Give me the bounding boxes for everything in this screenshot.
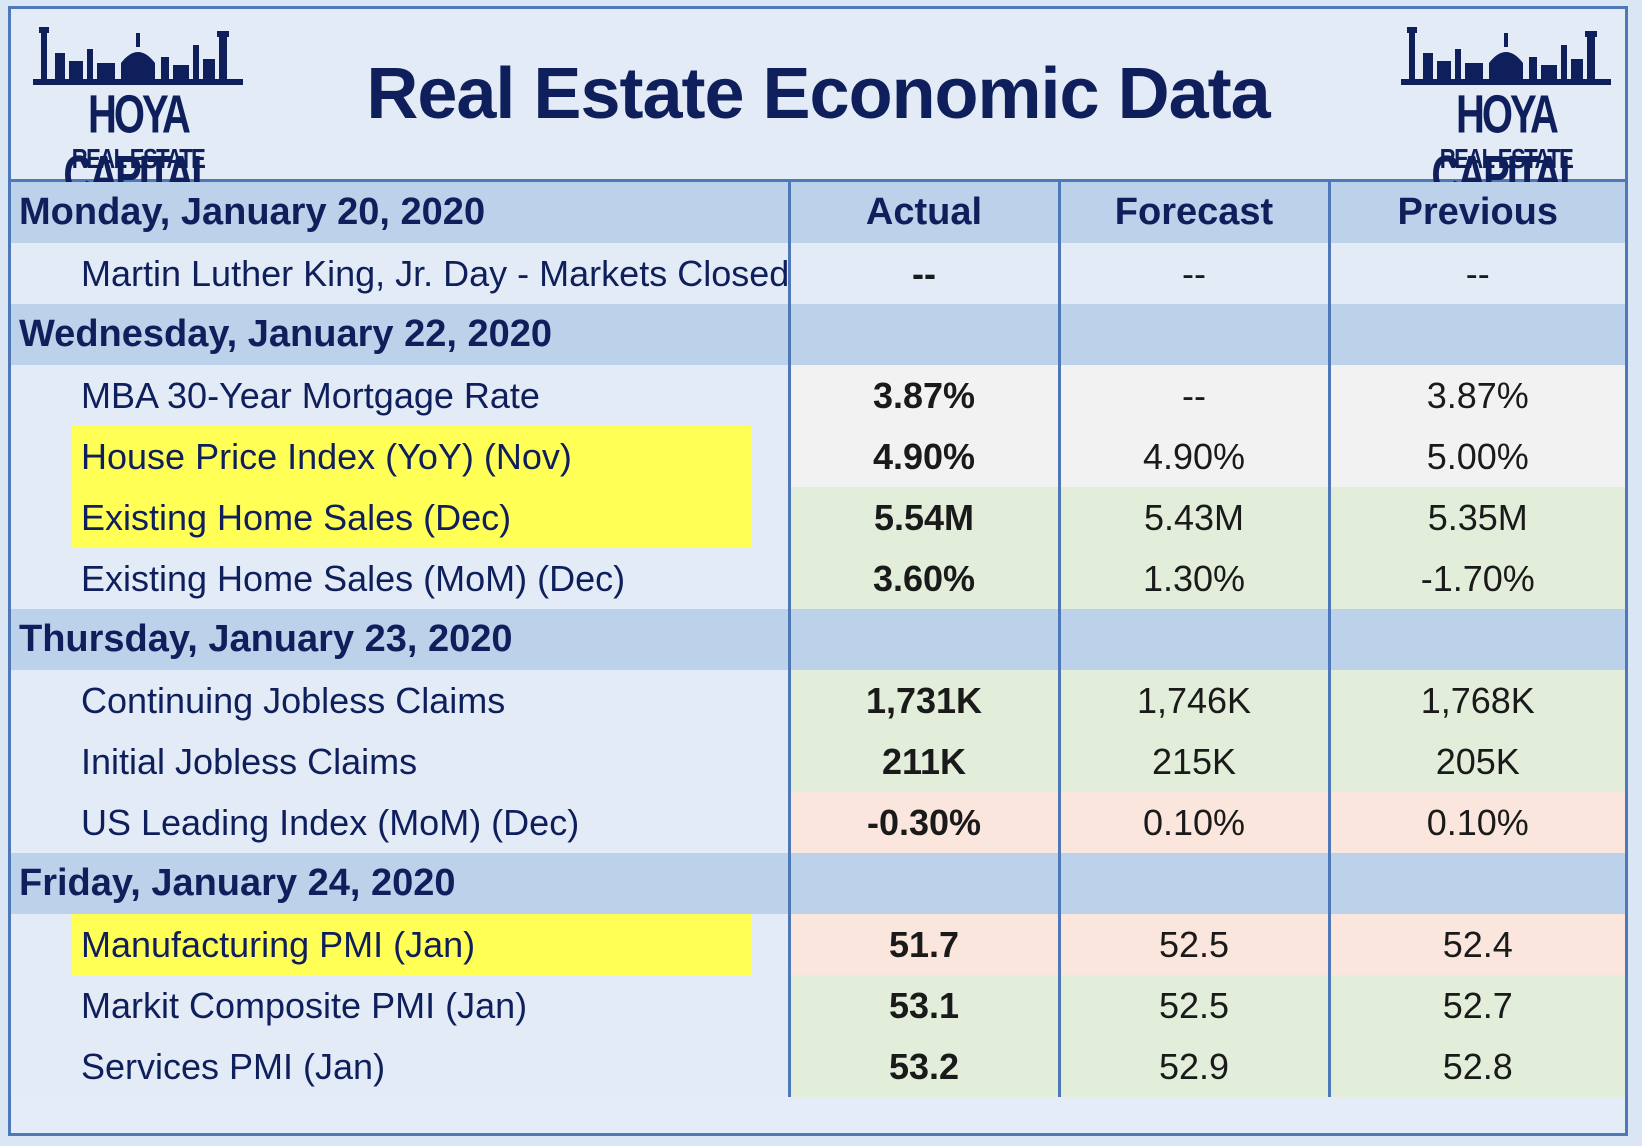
previous-value: 205K: [1327, 731, 1625, 792]
actual-value: 5.54M: [787, 487, 1059, 548]
day-header-row: Thursday, January 23, 2020: [11, 609, 1625, 670]
indicator-cell: MBA 30-Year Mortgage Rate: [11, 365, 789, 426]
table-row: Manufacturing PMI (Jan) 51.7 52.5 52.4: [11, 914, 1625, 975]
day-date: Monday, January 20, 2020: [11, 182, 789, 243]
table-row: Existing Home Sales (MoM) (Dec) 3.60% 1.30…: [11, 548, 1625, 609]
report-frame: HOYA CAPITAL REAL ESTATE Real Estate Eco…: [8, 6, 1628, 1136]
indicator-name: Services PMI (Jan): [81, 1046, 386, 1087]
indicator-name: Manufacturing PMI (Jan): [71, 914, 751, 975]
table-row: Existing Home Sales (Dec) 5.54M 5.43M 5.35M: [11, 487, 1625, 548]
indicator-name: Initial Jobless Claims: [81, 741, 418, 782]
logo-sub-text: REAL ESTATE: [71, 143, 206, 175]
column-header-previous: [1327, 853, 1625, 914]
table-body: Monday, January 20, 2020 Actual Forecast Pr…: [11, 182, 1625, 1097]
city-skyline-icon: [33, 27, 243, 85]
indicator-cell: House Price Index (YoY) (Nov): [11, 426, 789, 487]
table-row: Continuing Jobless Claims 1,731K 1,746K 1,7…: [11, 670, 1625, 731]
indicator-cell: Markit Composite PMI (Jan): [11, 975, 789, 1036]
previous-value: --: [1327, 243, 1625, 304]
indicator-name: Existing Home Sales (Dec): [71, 487, 751, 548]
actual-value: 3.87%: [787, 365, 1059, 426]
previous-value: -1.70%: [1327, 548, 1625, 609]
indicator-name: Existing Home Sales (MoM) (Dec): [81, 558, 626, 599]
column-header-actual: [787, 853, 1059, 914]
day-date: Thursday, January 23, 2020: [11, 609, 789, 670]
indicator-cell: Initial Jobless Claims: [11, 731, 789, 792]
column-header-previous: Previous: [1327, 182, 1625, 243]
indicator-name: Markit Composite PMI (Jan): [81, 985, 528, 1026]
table-row: MBA 30-Year Mortgage Rate 3.87% -- 3.87%: [11, 365, 1625, 426]
actual-value: 51.7: [787, 914, 1059, 975]
table-row: House Price Index (YoY) (Nov) 4.90% 4.90% 5…: [11, 426, 1625, 487]
column-header-forecast: [1057, 304, 1329, 365]
forecast-value: --: [1057, 243, 1329, 304]
table-row: US Leading Index (MoM) (Dec) -0.30% 0.10% 0…: [11, 792, 1625, 853]
forecast-value: 52.9: [1057, 1036, 1329, 1097]
actual-value: 53.1: [787, 975, 1059, 1036]
indicator-name: MBA 30-Year Mortgage Rate: [81, 375, 540, 416]
actual-value: -0.30%: [787, 792, 1059, 853]
table-row: Markit Composite PMI (Jan) 53.1 52.5 52.7: [11, 975, 1625, 1036]
forecast-value: 1.30%: [1057, 548, 1329, 609]
previous-value: 3.87%: [1327, 365, 1625, 426]
previous-value: 52.4: [1327, 914, 1625, 975]
forecast-value: 1,746K: [1057, 670, 1329, 731]
column-header-actual: [787, 304, 1059, 365]
day-date: Wednesday, January 22, 2020: [11, 304, 789, 365]
column-header-forecast: Forecast: [1057, 182, 1329, 243]
report-header: HOYA CAPITAL REAL ESTATE Real Estate Eco…: [11, 9, 1625, 205]
column-header-previous: [1327, 304, 1625, 365]
actual-value: 53.2: [787, 1036, 1059, 1097]
previous-value: 0.10%: [1327, 792, 1625, 853]
day-header-row: Friday, January 24, 2020: [11, 853, 1625, 914]
indicator-cell: Existing Home Sales (MoM) (Dec): [11, 548, 789, 609]
day-date: Friday, January 24, 2020: [11, 853, 789, 914]
indicator-cell: Manufacturing PMI (Jan): [11, 914, 789, 975]
table-row: Initial Jobless Claims 211K 215K 205K: [11, 731, 1625, 792]
column-header-actual: Actual: [787, 182, 1059, 243]
indicator-cell: Martin Luther King, Jr. Day - Markets Cl…: [11, 243, 789, 304]
previous-value: 52.7: [1327, 975, 1625, 1036]
actual-value: --: [787, 243, 1059, 304]
column-header-forecast: [1057, 853, 1329, 914]
indicator-cell: Services PMI (Jan): [11, 1036, 789, 1097]
forecast-value: --: [1057, 365, 1329, 426]
actual-value: 3.60%: [787, 548, 1059, 609]
forecast-value: 52.5: [1057, 975, 1329, 1036]
actual-value: 4.90%: [787, 426, 1059, 487]
indicator-cell: Continuing Jobless Claims: [11, 670, 789, 731]
actual-value: 211K: [787, 731, 1059, 792]
column-header-previous: [1327, 609, 1625, 670]
previous-value: 52.8: [1327, 1036, 1625, 1097]
previous-value: 5.35M: [1327, 487, 1625, 548]
indicator-name: House Price Index (YoY) (Nov): [71, 426, 751, 487]
indicator-cell: Existing Home Sales (Dec): [11, 487, 789, 548]
indicator-name: Martin Luther King, Jr. Day - Markets Cl…: [81, 253, 789, 294]
column-header-actual: [787, 609, 1059, 670]
forecast-value: 0.10%: [1057, 792, 1329, 853]
logo-sub-text: REAL ESTATE: [1439, 143, 1574, 175]
table-row: Services PMI (Jan) 53.2 52.9 52.8: [11, 1036, 1625, 1097]
day-header-row: Wednesday, January 22, 2020: [11, 304, 1625, 365]
forecast-value: 4.90%: [1057, 426, 1329, 487]
forecast-value: 215K: [1057, 731, 1329, 792]
forecast-value: 5.43M: [1057, 487, 1329, 548]
column-header-forecast: [1057, 609, 1329, 670]
economic-data-table: Monday, January 20, 2020 Actual Forecast Pr…: [11, 182, 1625, 1097]
indicator-name: Continuing Jobless Claims: [81, 680, 506, 721]
indicator-cell: US Leading Index (MoM) (Dec): [11, 792, 789, 853]
page-title: Real Estate Economic Data: [366, 54, 1270, 134]
actual-value: 1,731K: [787, 670, 1059, 731]
hoya-capital-logo-right: HOYA CAPITAL REAL ESTATE: [1401, 23, 1611, 205]
hoya-capital-logo-left: HOYA CAPITAL REAL ESTATE: [33, 23, 243, 205]
table-row: Martin Luther King, Jr. Day - Markets Cl…: [11, 243, 1625, 304]
previous-value: 5.00%: [1327, 426, 1625, 487]
day-header-row: Monday, January 20, 2020 Actual Forecast Pr…: [11, 182, 1625, 243]
city-skyline-icon: [1401, 27, 1611, 85]
previous-value: 1,768K: [1327, 670, 1625, 731]
forecast-value: 52.5: [1057, 914, 1329, 975]
indicator-name: US Leading Index (MoM) (Dec): [81, 802, 580, 843]
